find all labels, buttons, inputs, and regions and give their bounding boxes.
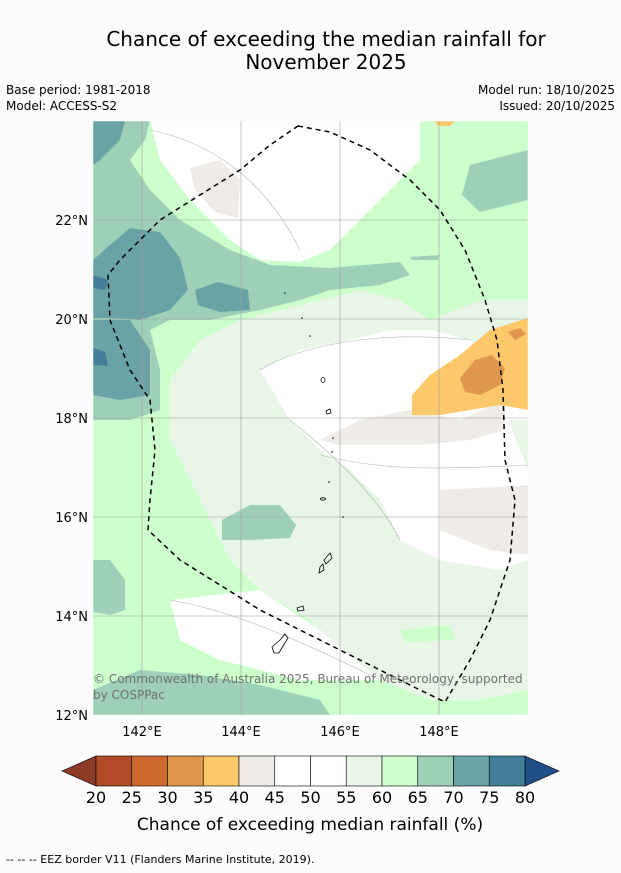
zone-75-80-a	[93, 275, 108, 290]
contour-lines	[149, 129, 528, 681]
colorbar-segment	[381, 755, 419, 787]
colorbar-low-extend	[61, 755, 97, 787]
meta-right: Model run: 18/10/2025 Issued: 20/10/2025	[478, 82, 615, 114]
colorbar-segments	[95, 755, 526, 787]
zone-40-45-mid	[320, 400, 505, 445]
zone-65-70-sw	[93, 560, 125, 615]
lat-label: 14°N	[55, 610, 88, 625]
lon-label: 146°E	[320, 725, 360, 740]
colorbar-tick-label: 45	[265, 788, 285, 807]
zone-65-70-south	[93, 670, 330, 715]
colorbar-segment	[417, 755, 454, 787]
colorbar-segment	[238, 755, 276, 787]
lon-labels: 142°E 144°E 146°E 148°E	[122, 725, 459, 740]
colorbar-segment	[202, 755, 240, 787]
colorbar-tick-label: 35	[193, 788, 213, 807]
colorbar-tick-label: 40	[229, 788, 249, 807]
eez-border	[107, 125, 516, 703]
lat-label: 22°N	[55, 214, 88, 229]
colorbar-tick-label: 75	[479, 788, 499, 807]
colorbar-tick-label: 20	[86, 788, 106, 807]
zone-30-35-patch	[508, 328, 526, 340]
meta-left: Base period: 1981-2018 Model: ACCESS-S2	[6, 82, 151, 114]
colorbar-segment	[345, 755, 383, 787]
colorbar-segment	[167, 755, 204, 787]
colorbar-tick-label: 80	[515, 788, 535, 807]
base-period: Base period: 1981-2018	[6, 83, 151, 97]
map-field	[93, 121, 528, 715]
colorbar-segment	[95, 755, 133, 787]
colorbar-segment	[453, 755, 490, 787]
colorbar-label: Chance of exceeding median rainfall (%)	[137, 815, 483, 835]
map-frame	[92, 120, 529, 716]
copyright-text: © Commonwealth of Australia 2025, Bureau…	[93, 672, 523, 686]
zone-40-45-east	[440, 485, 528, 555]
zone-30-35	[460, 355, 505, 395]
chart-title: Chance of exceeding the median rainfall …	[0, 28, 621, 74]
zone-50-55-south	[170, 590, 380, 680]
islands	[271, 377, 333, 654]
lat-label: 12°N	[55, 709, 88, 724]
colorbar-tick-label: 30	[157, 788, 177, 807]
zone-65-70-west	[93, 121, 410, 420]
zone-70-75-nw	[93, 121, 125, 165]
zone-70-75-west	[93, 228, 188, 320]
colorbar-high-extend	[524, 755, 560, 787]
colorbar-segment	[488, 755, 526, 787]
lon-label: 142°E	[122, 725, 162, 740]
lon-label: 148°E	[419, 725, 459, 740]
issued-date: Issued: 20/10/2025	[499, 99, 615, 113]
lat-label: 20°N	[55, 313, 88, 328]
eez-note: -- -- -- EEZ border V11 (Flanders Marine…	[6, 853, 315, 866]
model-run: Model run: 18/10/2025	[477, 83, 615, 97]
colorbar-tick-label: 25	[122, 788, 142, 807]
colorbar-tick-label: 70	[443, 788, 463, 807]
colorbar: 20 25 30 35 40 45 50 55 60 65 70 75 80 Chance of exc…	[61, 755, 560, 835]
colorbar-segment	[310, 755, 347, 787]
colorbar-segment	[131, 755, 168, 787]
model-name: Model: ACCESS-S2	[6, 99, 118, 113]
zone-40-45-north	[190, 160, 240, 218]
copyright-text-2: by COSPPac	[93, 688, 165, 702]
colorbar-segment	[274, 755, 311, 787]
zone-65-70-ne	[462, 150, 528, 212]
colorbar-tick-label: 60	[372, 788, 392, 807]
colorbar-tick-label: 55	[336, 788, 356, 807]
title-line-2: November 2025	[245, 50, 407, 74]
zone-70-75-sw	[93, 320, 150, 400]
zone-60-65-patch	[400, 625, 455, 642]
title-line-1: Chance of exceeding the median rainfall …	[106, 27, 546, 51]
colorbar-tick-label: 65	[408, 788, 428, 807]
zone-65-70-sliver	[410, 255, 440, 260]
lat-label: 16°N	[55, 511, 88, 526]
zone-65-70-mid	[222, 505, 296, 540]
gridlines	[93, 121, 528, 715]
island-dots	[284, 292, 344, 518]
lat-labels: 22°N 20°N 18°N 16°N 14°N 12°N	[55, 214, 88, 724]
lat-label: 18°N	[55, 412, 88, 427]
lon-label: 144°E	[221, 725, 261, 740]
zone-75-80-b	[93, 348, 108, 366]
zone-70-75-patch	[195, 282, 250, 312]
colorbar-tick-label: 50	[300, 788, 320, 807]
colorbar-ticks: 20 25 30 35 40 45 50 55 60 65 70 75 80	[86, 788, 535, 807]
